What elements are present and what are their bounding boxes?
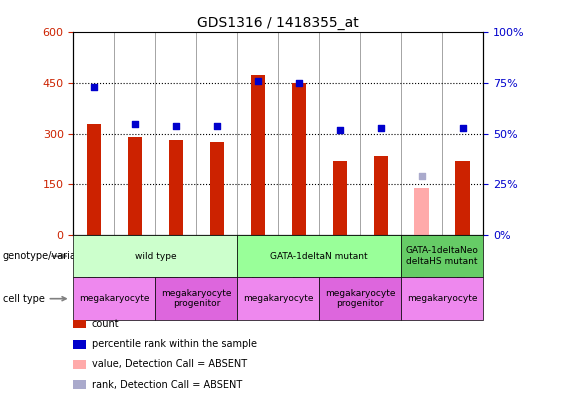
Bar bbox=[292, 83, 306, 235]
Point bbox=[458, 124, 467, 131]
Point bbox=[335, 126, 344, 133]
Bar bbox=[373, 156, 388, 235]
Point bbox=[131, 120, 140, 127]
Point bbox=[376, 124, 385, 131]
Text: GATA-1deltaN mutant: GATA-1deltaN mutant bbox=[271, 252, 368, 261]
Point bbox=[417, 173, 426, 179]
Text: genotype/variation: genotype/variation bbox=[3, 251, 95, 261]
Text: megakaryocyte
progenitor: megakaryocyte progenitor bbox=[325, 289, 396, 308]
Point bbox=[89, 84, 98, 90]
Bar bbox=[333, 161, 347, 235]
Text: rank, Detection Call = ABSENT: rank, Detection Call = ABSENT bbox=[92, 380, 242, 390]
Text: count: count bbox=[92, 319, 119, 329]
Bar bbox=[210, 142, 224, 235]
Text: megakaryocyte
progenitor: megakaryocyte progenitor bbox=[161, 289, 232, 308]
Text: value, Detection Call = ABSENT: value, Detection Call = ABSENT bbox=[92, 360, 247, 369]
Point bbox=[253, 78, 262, 84]
Text: megakaryocyte: megakaryocyte bbox=[407, 294, 477, 303]
Bar bbox=[128, 137, 142, 235]
Text: wild type: wild type bbox=[134, 252, 176, 261]
Title: GDS1316 / 1418355_at: GDS1316 / 1418355_at bbox=[197, 16, 359, 30]
Text: GATA-1deltaNeo
deltaHS mutant: GATA-1deltaNeo deltaHS mutant bbox=[406, 247, 479, 266]
Bar bbox=[455, 161, 470, 235]
Text: megakaryocyte: megakaryocyte bbox=[243, 294, 314, 303]
Text: cell type: cell type bbox=[3, 294, 66, 304]
Point bbox=[212, 122, 221, 129]
Bar bbox=[415, 188, 429, 235]
Bar bbox=[169, 141, 183, 235]
Bar bbox=[87, 124, 101, 235]
Text: percentile rank within the sample: percentile rank within the sample bbox=[92, 339, 257, 349]
Point bbox=[294, 80, 303, 86]
Text: megakaryocyte: megakaryocyte bbox=[79, 294, 150, 303]
Point bbox=[171, 122, 180, 129]
Bar bbox=[251, 75, 265, 235]
